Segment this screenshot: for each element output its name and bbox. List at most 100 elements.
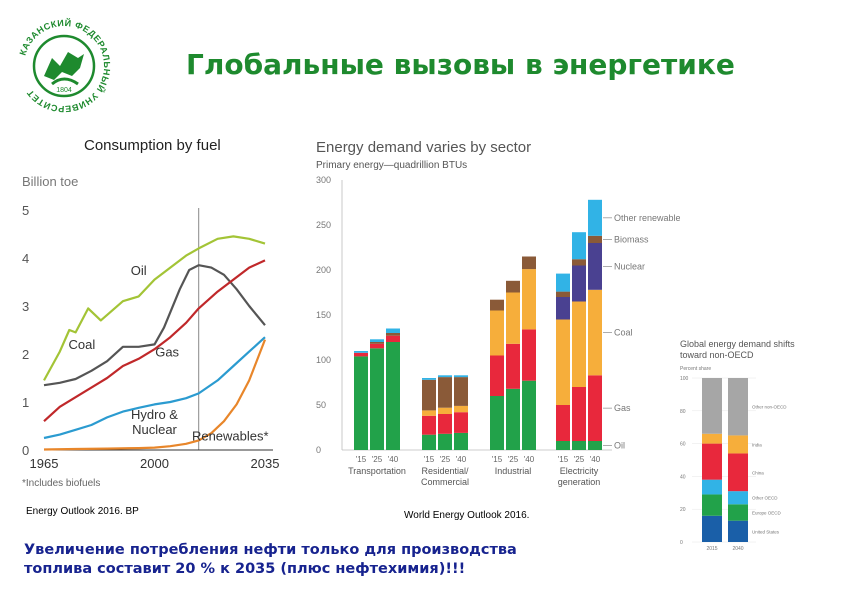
series-line-gas [43, 259, 266, 423]
y-tick-label: 2 [22, 347, 29, 362]
chart-title: Consumption by fuel [84, 137, 221, 154]
share-segment-europe-oecd [702, 494, 722, 516]
bar-segment-biomass [588, 235, 602, 243]
legend-label-europe-oecd: Europe OECD [752, 510, 782, 515]
y-tick-label: 0 [316, 445, 321, 455]
chart-footnote: *Includes biofuels [22, 478, 100, 489]
bar-segment-biomass [422, 379, 436, 411]
y-tick-label: 40 [680, 474, 686, 480]
share-segment-china [728, 453, 748, 492]
y-tick-label: 60 [680, 442, 686, 448]
bar-segment-other-renewables [370, 339, 384, 342]
bar-segment-nuclear [556, 297, 570, 320]
bar-segment-gas [386, 335, 400, 342]
bar-segment-other-renewables [556, 273, 570, 292]
bar-year-label: '15 [424, 455, 435, 464]
legend-label-coal: Coal [614, 328, 633, 338]
series-line-oil [43, 235, 266, 381]
bar-segment-gas [556, 405, 570, 441]
y-tick-label: 250 [316, 220, 331, 230]
bar-segment-coal [506, 292, 520, 344]
chart-subtitle: Percent share [680, 366, 711, 372]
bar-year-label: '15 [492, 455, 503, 464]
legend-label-nuclear: Nuclear [614, 261, 645, 271]
bar-segment-oil [422, 434, 436, 450]
series-line-coal [43, 264, 266, 387]
bar-year-label: '15 [356, 455, 367, 464]
university-logo: КАЗАНСКИЙ ФЕДЕРАЛЬНЫЙ УНИВЕРСИТЕТ 1804 [12, 14, 116, 118]
sector-label: Residential/ [421, 466, 469, 476]
legend-label-other-oecd: Other OECD [752, 496, 778, 501]
bar-segment-oil [454, 432, 468, 450]
bar-segment-oil [506, 388, 520, 450]
bar-segment-oil [370, 348, 384, 450]
bar-year-label: '25 [372, 455, 383, 464]
bar-segment-biomass [370, 342, 384, 344]
series-label-oil: Oil [131, 263, 147, 278]
legend-label-china: China [752, 470, 764, 475]
y-tick-label: 50 [316, 400, 326, 410]
sector-label: Electricity [560, 466, 599, 476]
category-label: 2015 [706, 546, 717, 552]
series-line-renewables [43, 339, 267, 451]
bar-year-label: '15 [558, 455, 569, 464]
energy-demand-by-sector-chart: Energy demand varies by sector Primary e… [300, 130, 686, 500]
page-title: Глобальные вызовы в энергетике [186, 48, 735, 81]
sector-chart-svg: Energy demand varies by sector Primary e… [316, 139, 686, 487]
x-tick-label: 2000 [140, 456, 169, 471]
bar-year-label: '25 [574, 455, 585, 464]
y-tick-label: 0 [22, 443, 29, 458]
x-tick-label: 1965 [30, 456, 59, 471]
series-label-hydro-nuclear: Nuclear [132, 422, 177, 437]
y-tick-label: 100 [316, 355, 331, 365]
bar-segment-coal [422, 410, 436, 416]
sector-label: Transportation [348, 466, 406, 476]
bar-segment-gas [438, 414, 452, 434]
bar-segment-biomass [522, 256, 536, 270]
bar-segment-coal [556, 319, 570, 405]
chart-subtitle: Primary energy—quadrillion BTUs [316, 160, 467, 171]
share-segment-china [702, 443, 722, 480]
legend-label-other-non-oecd: Other non-OECD [752, 405, 787, 410]
bar-segment-gas [370, 343, 384, 349]
conclusion-text: Увеличение потребления нефти только для … [24, 541, 624, 579]
chart-title-line2: toward non-OECD [680, 350, 754, 360]
share-segment-other-oecd [702, 479, 722, 495]
conclusion-line-1: Увеличение потребления нефти только для … [24, 542, 517, 558]
logo-year: 1804 [56, 87, 72, 94]
bar-segment-coal [438, 407, 452, 414]
chart-title: Energy demand varies by sector [316, 139, 531, 156]
y-tick-label: 5 [22, 203, 29, 218]
conclusion-line-2: топлива составит 20 % к 2035 (плюс нефте… [24, 561, 466, 577]
legend-label-oil: Oil [614, 441, 625, 451]
bar-segment-gas [490, 355, 504, 396]
chart-title-line1: Global energy demand shifts [680, 339, 795, 349]
legend-label-biomass: Biomass [614, 234, 649, 244]
share-segment-other-non-oecd [702, 378, 722, 434]
bar-segment-coal [522, 269, 536, 330]
y-axis-label: Billion toe [22, 174, 78, 189]
series-label-coal: Coal [69, 337, 96, 352]
share-segment-other-non-oecd [728, 378, 748, 436]
source-left: Energy Outlook 2016. BP [26, 506, 139, 517]
bar-segment-oil [556, 441, 570, 450]
y-tick-label: 300 [316, 175, 331, 185]
bar-year-label: '40 [456, 455, 467, 464]
bar-segment-biomass [506, 280, 520, 293]
y-tick-label: 3 [22, 299, 29, 314]
bar-segment-oil [354, 356, 368, 450]
bar-segment-biomass [490, 299, 504, 311]
university-seal-icon: КАЗАНСКИЙ ФЕДЕРАЛЬНЫЙ УНИВЕРСИТЕТ 1804 [18, 17, 112, 114]
series-line-hydro-nuclear [43, 336, 266, 440]
bar-segment-other-renewables [588, 199, 602, 236]
share-segment-united-states [728, 520, 748, 542]
bar-segment-biomass [556, 291, 570, 297]
series-label-gas: Gas [155, 344, 179, 359]
y-tick-label: 200 [316, 265, 331, 275]
bar-segment-biomass [438, 377, 452, 408]
category-label: 2040 [732, 546, 743, 552]
y-tick-label: 100 [680, 376, 689, 382]
bar-year-label: '40 [388, 455, 399, 464]
bar-segment-other-renewables [422, 378, 436, 380]
series-label-hydro-nuclear: Hydro & [131, 407, 178, 422]
